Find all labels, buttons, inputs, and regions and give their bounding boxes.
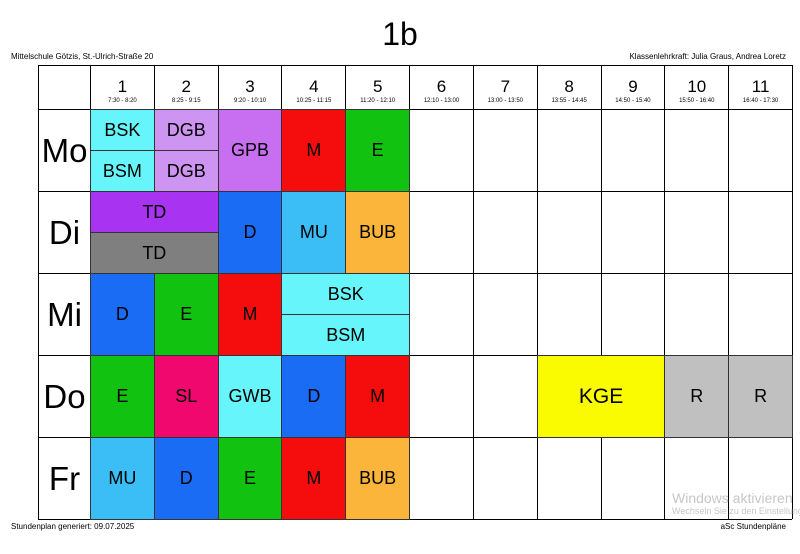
period-number: 10 xyxy=(687,77,707,96)
period-number: 3 xyxy=(245,77,255,96)
period-header: 7 13:00 - 13:50 xyxy=(472,65,537,109)
period-time: 8:25 - 9:15 xyxy=(171,98,201,104)
class-teacher: Klassenlehrkraft: Julia Graus, Andrea Lo… xyxy=(629,52,786,61)
day-label: Do xyxy=(38,355,90,437)
lesson-cell[interactable]: M xyxy=(217,273,283,356)
period-number: 7 xyxy=(500,77,511,96)
day-label: Di xyxy=(38,191,90,273)
lesson-cell[interactable]: DGB xyxy=(153,109,219,151)
lesson-cell[interactable]: GPB xyxy=(217,109,283,192)
period-time: 10:25 - 11:15 xyxy=(296,98,332,104)
period-number: 4 xyxy=(309,77,319,96)
lesson-cell[interactable]: SL xyxy=(153,355,219,438)
lesson-cell[interactable]: D xyxy=(153,437,219,520)
lesson-cell[interactable]: D xyxy=(281,355,347,438)
lesson-cell[interactable]: E xyxy=(90,355,155,438)
period-time: 7:30 - 8:20 xyxy=(108,98,137,104)
lesson-cell[interactable]: MU xyxy=(90,437,155,520)
lesson-cell[interactable]: R xyxy=(728,355,793,438)
period-header: 3 9:20 - 10:10 xyxy=(217,65,282,109)
lesson-cell[interactable]: GWB xyxy=(217,355,283,438)
grid-line xyxy=(38,191,793,192)
lesson-cell[interactable]: TD xyxy=(90,232,219,274)
period-time: 13:00 - 13:50 xyxy=(487,98,523,104)
school-name: Mittelschule Götzis, St.-Ulrich-Straße 2… xyxy=(11,52,154,61)
day-label: Mi xyxy=(38,273,90,355)
lesson-cell[interactable]: M xyxy=(281,109,347,192)
lesson-cell[interactable]: E xyxy=(217,437,283,520)
period-header: 8 13:55 - 14:45 xyxy=(536,65,601,109)
lesson-cell[interactable]: D xyxy=(90,273,155,356)
lesson-cell[interactable]: BUB xyxy=(345,437,411,520)
period-time: 11:20 - 12:10 xyxy=(360,98,396,104)
period-number: 1 xyxy=(117,77,128,96)
period-header: 5 11:20 - 12:10 xyxy=(345,65,410,109)
grid-line xyxy=(728,65,730,519)
lesson-cell[interactable]: DGB xyxy=(153,150,219,192)
grid-line xyxy=(38,65,39,519)
class-title: 1b xyxy=(382,16,418,52)
period-header: 10 15:50 - 16:40 xyxy=(664,65,729,109)
generated-date: Stundenplan generiert: 09.07.2025 xyxy=(11,522,135,531)
period-time: 16:40 - 17:30 xyxy=(742,98,779,104)
watermark-subtitle: Wechseln Sie zu den Einstellungen, um Wi… xyxy=(672,506,800,516)
lesson-cell[interactable]: R xyxy=(664,355,730,438)
period-number: 6 xyxy=(436,77,447,96)
lesson-cell[interactable]: KGE xyxy=(536,355,666,438)
period-time: 9:20 - 10:10 xyxy=(234,98,267,104)
lesson-cell[interactable]: M xyxy=(345,355,411,438)
period-header: 4 10:25 - 11:15 xyxy=(281,65,346,109)
grid-line xyxy=(664,65,666,519)
grid-line xyxy=(472,65,474,519)
period-time: 14:50 - 15:40 xyxy=(615,98,651,104)
day-label: Fr xyxy=(38,437,90,519)
grid-line xyxy=(38,65,793,66)
grid-line xyxy=(38,355,793,356)
period-header: 2 8:25 - 9:15 xyxy=(153,65,218,109)
day-label: Mo xyxy=(38,109,90,191)
period-number: 11 xyxy=(751,77,770,96)
period-header: 11 16:40 - 17:30 xyxy=(728,65,792,109)
windows-activation-watermark: Windows aktivieren Wechseln Sie zu den E… xyxy=(672,490,800,517)
grid-line xyxy=(38,273,793,274)
lesson-cell[interactable]: D xyxy=(217,191,283,274)
lesson-cell[interactable]: BSM xyxy=(90,150,155,192)
lesson-cell[interactable]: BSK xyxy=(281,273,411,315)
period-number: 8 xyxy=(564,77,574,96)
lesson-cell[interactable]: MU xyxy=(281,191,347,274)
period-time: 13:55 - 14:45 xyxy=(551,98,587,104)
watermark-title: Windows aktivieren xyxy=(672,490,793,506)
grid-line xyxy=(38,519,793,520)
lesson-cell[interactable]: E xyxy=(153,273,219,356)
grid-line xyxy=(38,437,793,438)
lesson-cell[interactable]: BSM xyxy=(281,314,411,356)
period-time: 15:50 - 16:40 xyxy=(679,98,715,104)
grid-line xyxy=(792,65,794,519)
period-number: 9 xyxy=(628,77,638,96)
lesson-cell[interactable]: TD xyxy=(90,191,219,233)
period-header: 6 12:10 - 13:00 xyxy=(409,65,473,109)
lesson-cell[interactable]: M xyxy=(281,437,347,520)
period-number: 5 xyxy=(372,77,383,96)
brand-label: aSc Stundenpläne xyxy=(720,522,786,531)
lesson-cell[interactable]: BUB xyxy=(345,191,411,274)
period-time: 12:10 - 13:00 xyxy=(423,98,460,104)
grid-line xyxy=(38,109,793,110)
period-header: 9 14:50 - 15:40 xyxy=(600,65,665,109)
grid-line xyxy=(536,65,538,519)
timetable-grid: 1 7:30 - 8:20 2 8:25 - 9:15 3 9:20 - 10:10 4 10… xyxy=(38,65,794,520)
lesson-cell[interactable]: BSK xyxy=(90,109,155,151)
period-number: 2 xyxy=(181,77,191,96)
period-header: 1 7:30 - 8:20 xyxy=(90,65,154,109)
grid-line xyxy=(600,65,602,519)
lesson-cell[interactable]: E xyxy=(345,109,411,192)
